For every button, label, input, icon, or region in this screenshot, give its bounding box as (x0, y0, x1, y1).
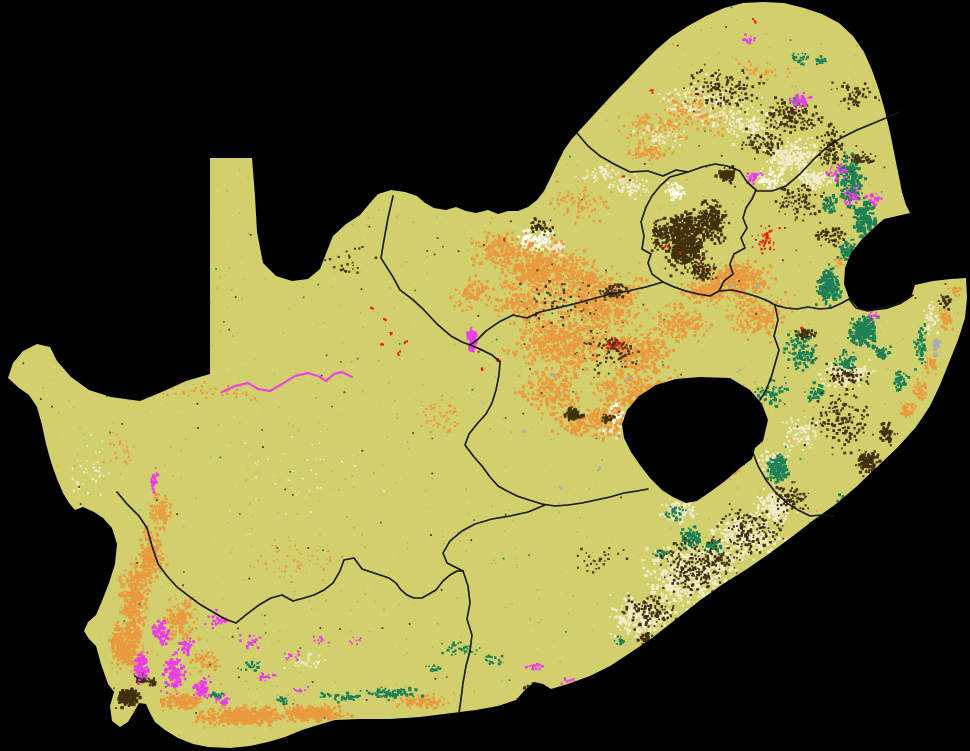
province-boundary (116, 491, 464, 624)
province-boundary (458, 570, 473, 714)
province-boundary (751, 449, 834, 517)
landcover-speckles-br (8, 3, 962, 746)
province-boundary (759, 304, 780, 401)
landcover-speckle-layer (8, 3, 965, 748)
province-boundary (380, 195, 471, 346)
province-boundary (442, 504, 546, 572)
province-boundary (746, 111, 900, 192)
province-boundaries (116, 111, 914, 714)
province-boundary (464, 344, 649, 507)
province-boundary (718, 289, 776, 306)
province-boundary (576, 132, 689, 177)
south-africa-landmass (8, 2, 967, 748)
province-boundary (469, 281, 664, 346)
lesotho-no-data-hole (622, 377, 768, 503)
province-boundary (774, 294, 914, 312)
orange-river-irrigation-strip (220, 370, 354, 394)
